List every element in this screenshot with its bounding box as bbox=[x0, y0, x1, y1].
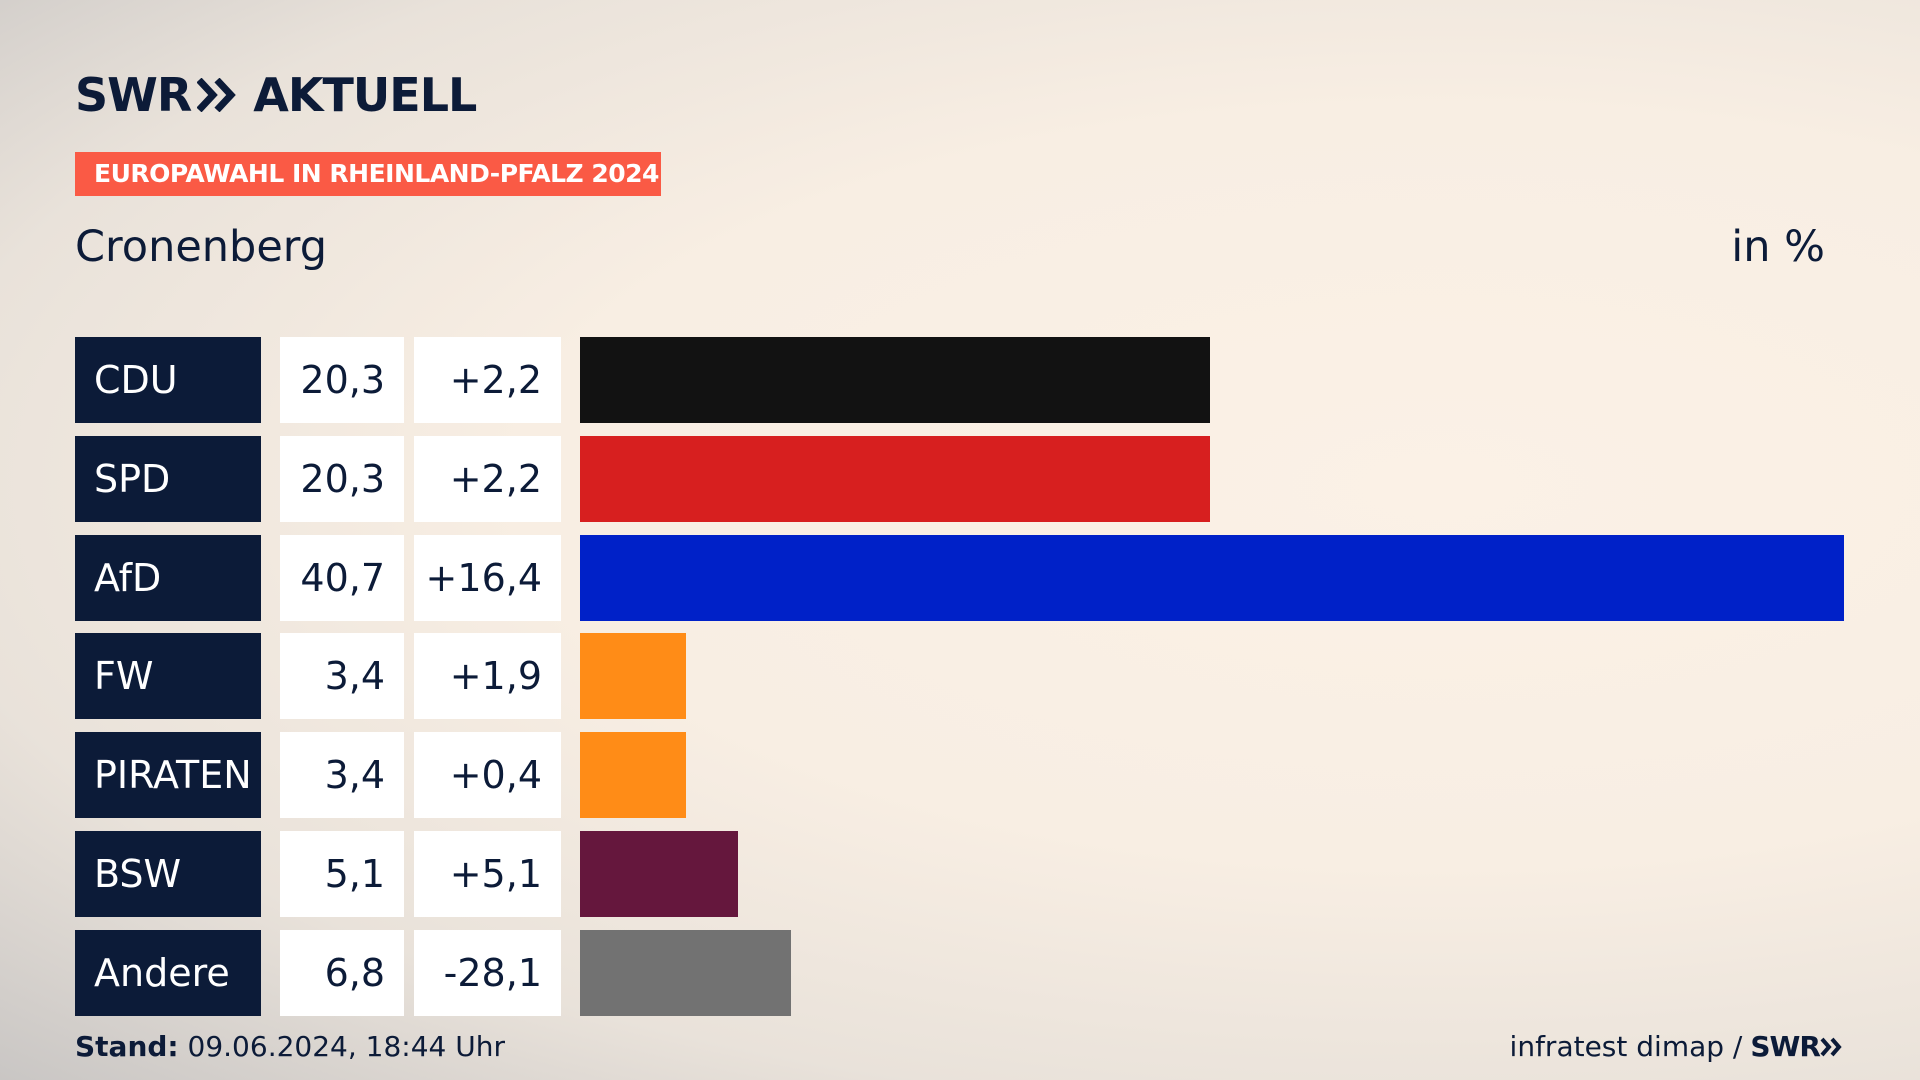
logo: SWR AKTUELL bbox=[75, 68, 477, 122]
value-label: 3,4 bbox=[280, 633, 404, 720]
value-label: 3,4 bbox=[280, 732, 404, 819]
value-label: 5,1 bbox=[280, 831, 404, 917]
party-label: FW bbox=[75, 633, 261, 720]
chevrons bbox=[1820, 1037, 1842, 1056]
change-label: +5,1 bbox=[414, 831, 561, 917]
party-label: SPD bbox=[75, 435, 261, 522]
brand-suffix: AKTUELL bbox=[253, 68, 477, 122]
bar bbox=[580, 732, 686, 819]
party-label: PIRATEN bbox=[75, 732, 261, 819]
change-label: +0,4 bbox=[414, 732, 561, 819]
change-label: -28,1 bbox=[414, 929, 561, 1016]
party-label: CDU bbox=[75, 337, 261, 423]
bar bbox=[580, 929, 792, 1016]
party-label: BSW bbox=[75, 831, 261, 917]
bar bbox=[580, 633, 686, 720]
value-label: 20,3 bbox=[280, 337, 404, 423]
party-label: Andere bbox=[75, 929, 261, 1016]
stand-label: Stand: bbox=[75, 1030, 179, 1063]
change-label: +2,2 bbox=[414, 435, 561, 522]
bar bbox=[580, 435, 1211, 522]
source-brand: SWR bbox=[1750, 1030, 1821, 1063]
value-label: 40,7 bbox=[280, 534, 404, 621]
stand-date: 09.06.2024, 18:44 Uhr bbox=[187, 1030, 505, 1063]
party-label: AfD bbox=[75, 534, 261, 621]
value-label: 6,8 bbox=[280, 929, 404, 1016]
change-label: +16,4 bbox=[414, 534, 561, 621]
source-text: infratest dimap / bbox=[1509, 1030, 1743, 1063]
tag: EUROPAWAHL IN RHEINLAND-PFALZ 2024 bbox=[75, 152, 661, 196]
bar bbox=[580, 831, 739, 917]
value-label: 20,3 bbox=[280, 435, 404, 522]
brand: SWR bbox=[75, 68, 192, 122]
stand: Stand: 09.06.2024, 18:44 Uhr bbox=[75, 1030, 505, 1063]
change-label: +1,9 bbox=[414, 633, 561, 720]
unit: in % bbox=[1731, 222, 1825, 272]
change-label: +2,2 bbox=[414, 337, 561, 423]
bar bbox=[580, 337, 1211, 423]
bar bbox=[580, 534, 1844, 621]
chevrons bbox=[197, 78, 237, 112]
source: infratest dimap / SWR bbox=[1510, 1030, 1844, 1063]
chart-title: Cronenberg bbox=[75, 222, 327, 272]
